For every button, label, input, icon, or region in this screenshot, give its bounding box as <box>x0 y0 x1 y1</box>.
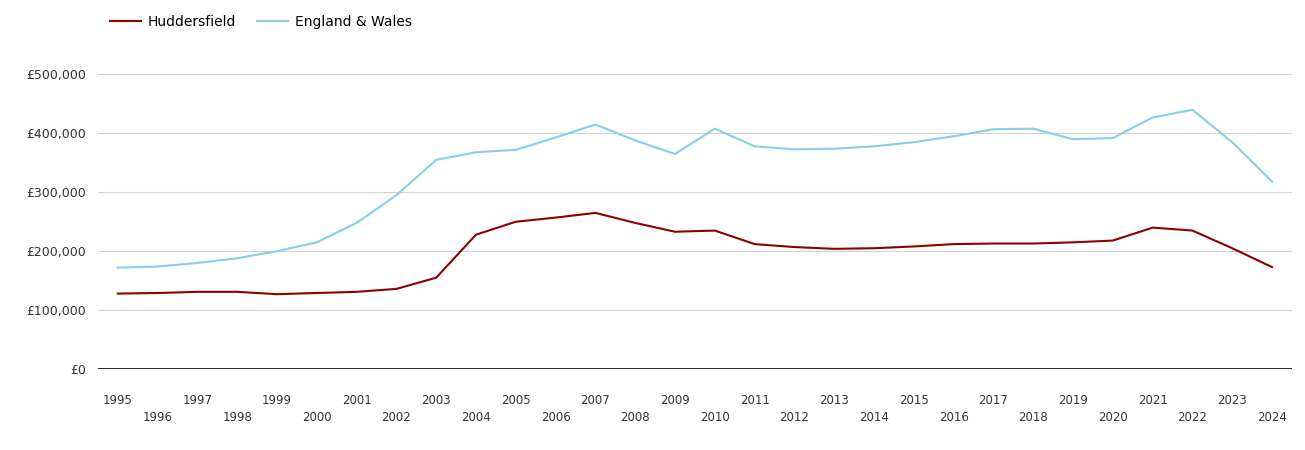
Huddersfield <box>1144 225 1160 230</box>
England & Wales <box>1144 115 1160 120</box>
Huddersfield <box>508 219 523 225</box>
Huddersfield <box>1065 240 1081 245</box>
Text: 2011: 2011 <box>740 394 770 407</box>
Huddersfield <box>826 246 842 252</box>
Huddersfield <box>189 289 205 295</box>
Huddersfield <box>230 289 245 295</box>
Huddersfield <box>389 286 405 292</box>
England & Wales <box>985 126 1001 132</box>
Huddersfield <box>667 229 683 234</box>
England & Wales <box>746 144 762 149</box>
Text: 1995: 1995 <box>103 394 133 407</box>
Huddersfield <box>746 241 762 247</box>
Text: 2012: 2012 <box>779 411 809 423</box>
Huddersfield <box>1265 265 1280 270</box>
Huddersfield <box>1185 228 1201 233</box>
England & Wales <box>867 144 882 149</box>
Huddersfield <box>150 290 166 296</box>
England & Wales <box>1265 179 1280 184</box>
England & Wales <box>230 256 245 261</box>
Text: 2017: 2017 <box>979 394 1009 407</box>
Text: 2018: 2018 <box>1018 411 1048 423</box>
Huddersfield <box>985 241 1001 246</box>
England & Wales <box>468 149 484 155</box>
Huddersfield <box>628 220 643 225</box>
Huddersfield <box>468 232 484 238</box>
England & Wales <box>508 147 523 153</box>
England & Wales <box>628 138 643 143</box>
Text: 1997: 1997 <box>183 394 213 407</box>
Line: England & Wales: England & Wales <box>117 110 1272 268</box>
England & Wales <box>826 146 842 151</box>
Text: 2001: 2001 <box>342 394 372 407</box>
Text: 2002: 2002 <box>381 411 411 423</box>
Huddersfield <box>348 289 364 295</box>
England & Wales <box>1185 107 1201 112</box>
England & Wales <box>906 140 921 145</box>
England & Wales <box>1026 126 1041 131</box>
England & Wales <box>348 220 364 225</box>
Text: 1996: 1996 <box>142 411 172 423</box>
England & Wales <box>150 264 166 269</box>
England & Wales <box>110 265 125 270</box>
Huddersfield <box>867 246 882 251</box>
England & Wales <box>309 240 325 245</box>
Text: 2003: 2003 <box>422 394 452 407</box>
England & Wales <box>548 135 564 140</box>
Huddersfield <box>269 292 284 297</box>
Huddersfield <box>787 244 803 250</box>
Huddersfield <box>587 210 603 216</box>
England & Wales <box>787 147 803 152</box>
Text: 2023: 2023 <box>1218 394 1248 407</box>
England & Wales <box>587 122 603 127</box>
Text: 2013: 2013 <box>820 394 850 407</box>
Text: 2014: 2014 <box>859 411 889 423</box>
Text: 2005: 2005 <box>501 394 531 407</box>
Huddersfield <box>1105 238 1121 243</box>
Legend: Huddersfield, England & Wales: Huddersfield, England & Wales <box>104 10 418 35</box>
Huddersfield <box>1026 241 1041 246</box>
Text: 1998: 1998 <box>222 411 252 423</box>
Text: 1999: 1999 <box>262 394 292 407</box>
Text: 2022: 2022 <box>1177 411 1207 423</box>
England & Wales <box>1065 136 1081 142</box>
England & Wales <box>707 126 723 131</box>
Text: 2000: 2000 <box>301 411 331 423</box>
Text: 2024: 2024 <box>1257 411 1287 423</box>
Text: 2006: 2006 <box>540 411 570 423</box>
England & Wales <box>428 157 444 162</box>
England & Wales <box>1105 135 1121 141</box>
Text: 2016: 2016 <box>938 411 968 423</box>
Text: 2004: 2004 <box>461 411 491 423</box>
England & Wales <box>189 260 205 265</box>
Huddersfield <box>707 228 723 233</box>
Huddersfield <box>428 275 444 280</box>
England & Wales <box>946 134 962 139</box>
England & Wales <box>1224 140 1240 145</box>
Huddersfield <box>1224 246 1240 251</box>
Line: Huddersfield: Huddersfield <box>117 213 1272 294</box>
Huddersfield <box>110 291 125 296</box>
Text: 2008: 2008 <box>620 411 650 423</box>
Text: 2021: 2021 <box>1138 394 1168 407</box>
Text: 2007: 2007 <box>581 394 611 407</box>
England & Wales <box>389 193 405 198</box>
Text: 2019: 2019 <box>1058 394 1088 407</box>
Text: 2015: 2015 <box>899 394 929 407</box>
England & Wales <box>667 151 683 157</box>
Text: 2010: 2010 <box>699 411 729 423</box>
England & Wales <box>269 248 284 254</box>
Text: 2009: 2009 <box>660 394 690 407</box>
Text: 2020: 2020 <box>1098 411 1128 423</box>
Huddersfield <box>906 244 921 249</box>
Huddersfield <box>309 290 325 296</box>
Huddersfield <box>946 241 962 247</box>
Huddersfield <box>548 215 564 220</box>
